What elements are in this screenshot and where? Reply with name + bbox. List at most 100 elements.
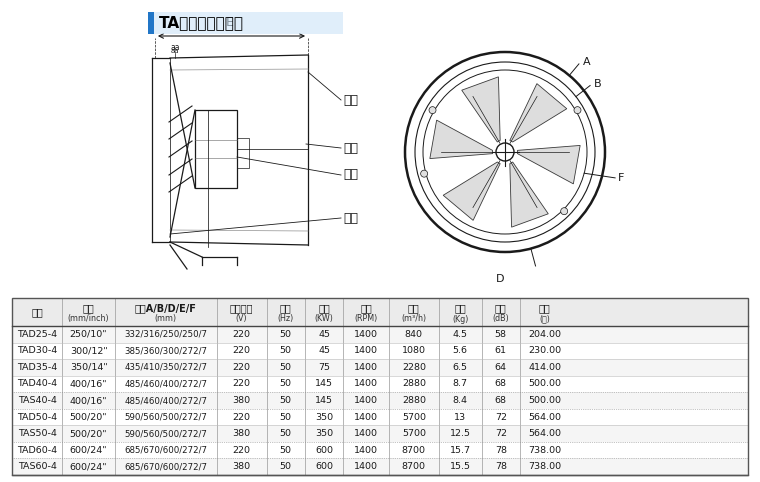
Text: 8.7: 8.7 bbox=[453, 379, 467, 388]
Text: 72: 72 bbox=[495, 429, 507, 438]
Text: 风叶: 风叶 bbox=[343, 142, 358, 155]
Text: (m³/h): (m³/h) bbox=[401, 314, 426, 323]
Bar bbox=[12, 298, 748, 475]
Text: 噪音: 噪音 bbox=[495, 304, 507, 314]
Text: 圆筒: 圆筒 bbox=[343, 94, 358, 107]
Text: 4.5: 4.5 bbox=[453, 330, 467, 339]
Bar bbox=[12, 442, 748, 458]
Polygon shape bbox=[518, 146, 580, 184]
Text: (Hz): (Hz) bbox=[277, 314, 294, 323]
Text: E: E bbox=[226, 16, 234, 29]
Text: 61: 61 bbox=[495, 347, 507, 355]
Text: 204.00: 204.00 bbox=[528, 330, 562, 339]
Text: 590/560/500/272/7: 590/560/500/272/7 bbox=[125, 429, 207, 438]
Text: 风量: 风量 bbox=[408, 304, 420, 314]
Text: 50: 50 bbox=[280, 446, 292, 455]
Text: TAD50-4: TAD50-4 bbox=[17, 413, 57, 422]
Text: 1400: 1400 bbox=[354, 446, 378, 455]
Text: 250/10": 250/10" bbox=[70, 330, 107, 339]
Polygon shape bbox=[443, 162, 500, 220]
Text: 145: 145 bbox=[315, 379, 333, 388]
Text: 规格: 规格 bbox=[83, 304, 94, 314]
Polygon shape bbox=[462, 77, 500, 142]
Text: (RPM): (RPM) bbox=[354, 314, 378, 323]
Text: TAS50-4: TAS50-4 bbox=[17, 429, 56, 438]
Text: 685/670/600/272/7: 685/670/600/272/7 bbox=[125, 462, 207, 471]
Text: aa: aa bbox=[170, 43, 180, 52]
Text: 78: 78 bbox=[495, 462, 507, 471]
Text: 单价: 单价 bbox=[539, 304, 551, 314]
Text: 8700: 8700 bbox=[402, 462, 426, 471]
Text: 1400: 1400 bbox=[354, 396, 378, 405]
Text: TAD30-4: TAD30-4 bbox=[17, 347, 57, 355]
Polygon shape bbox=[510, 84, 567, 142]
Text: B: B bbox=[594, 79, 601, 89]
Text: (V): (V) bbox=[236, 314, 248, 323]
Text: 332/316/250/250/7: 332/316/250/250/7 bbox=[125, 330, 207, 339]
Text: 220: 220 bbox=[233, 330, 251, 339]
Circle shape bbox=[420, 170, 428, 177]
Text: 600/24": 600/24" bbox=[70, 446, 107, 455]
Text: 68: 68 bbox=[495, 379, 507, 388]
Text: 564.00: 564.00 bbox=[528, 429, 562, 438]
Text: 414.00: 414.00 bbox=[528, 363, 562, 372]
Text: 400/16": 400/16" bbox=[70, 379, 107, 388]
Text: 1400: 1400 bbox=[354, 462, 378, 471]
Text: 380: 380 bbox=[233, 396, 251, 405]
Text: (mm): (mm) bbox=[155, 314, 177, 323]
Text: 68: 68 bbox=[495, 396, 507, 405]
Text: 64: 64 bbox=[495, 363, 507, 372]
Bar bbox=[12, 458, 748, 475]
Text: 220: 220 bbox=[233, 347, 251, 355]
Text: TAD40-4: TAD40-4 bbox=[17, 379, 57, 388]
Text: TA系列外形尺寸图: TA系列外形尺寸图 bbox=[159, 15, 244, 30]
Text: D: D bbox=[496, 274, 504, 284]
Text: 13: 13 bbox=[454, 413, 467, 422]
Bar bbox=[12, 343, 748, 359]
Text: 738.00: 738.00 bbox=[528, 462, 562, 471]
Text: 220: 220 bbox=[233, 363, 251, 372]
Text: (KW): (KW) bbox=[315, 314, 334, 323]
Text: 12.5: 12.5 bbox=[450, 429, 470, 438]
Text: 500/20": 500/20" bbox=[70, 429, 107, 438]
Text: 220: 220 bbox=[233, 446, 251, 455]
Text: 频率: 频率 bbox=[280, 304, 292, 314]
Text: 重量: 重量 bbox=[454, 304, 466, 314]
Text: 590/560/500/272/7: 590/560/500/272/7 bbox=[125, 413, 207, 422]
Text: 8700: 8700 bbox=[402, 446, 426, 455]
Text: TAS40-4: TAS40-4 bbox=[17, 396, 56, 405]
Text: 1400: 1400 bbox=[354, 429, 378, 438]
Text: 75: 75 bbox=[318, 363, 330, 372]
Polygon shape bbox=[430, 120, 492, 159]
Text: 145: 145 bbox=[315, 396, 333, 405]
Text: 230.00: 230.00 bbox=[528, 347, 562, 355]
Text: 8.4: 8.4 bbox=[453, 396, 467, 405]
Text: 1400: 1400 bbox=[354, 363, 378, 372]
Text: 840: 840 bbox=[405, 330, 423, 339]
Bar bbox=[195, 110, 237, 188]
Text: 564.00: 564.00 bbox=[528, 413, 562, 422]
Text: 220: 220 bbox=[233, 379, 251, 388]
Text: 2280: 2280 bbox=[402, 363, 426, 372]
Text: 220: 220 bbox=[233, 413, 251, 422]
Text: 1400: 1400 bbox=[354, 330, 378, 339]
Text: 385/360/300/272/7: 385/360/300/272/7 bbox=[125, 347, 207, 355]
Text: 485/460/400/272/7: 485/460/400/272/7 bbox=[125, 396, 207, 405]
Text: 5700: 5700 bbox=[402, 413, 426, 422]
Text: 1400: 1400 bbox=[354, 379, 378, 388]
Text: 500/20": 500/20" bbox=[70, 413, 107, 422]
Text: F: F bbox=[618, 174, 625, 183]
Text: (Kg): (Kg) bbox=[452, 314, 468, 323]
Text: 685/670/600/272/7: 685/670/600/272/7 bbox=[125, 446, 207, 455]
Bar bbox=[12, 375, 748, 392]
Bar bbox=[12, 359, 748, 375]
Text: 5.6: 5.6 bbox=[453, 347, 467, 355]
Text: 500.00: 500.00 bbox=[528, 396, 562, 405]
Text: 350: 350 bbox=[315, 429, 333, 438]
Text: 电机: 电机 bbox=[343, 169, 358, 182]
Bar bbox=[12, 392, 748, 409]
Text: 45: 45 bbox=[318, 347, 330, 355]
Text: 2880: 2880 bbox=[402, 396, 426, 405]
Text: 15.5: 15.5 bbox=[450, 462, 470, 471]
Bar bbox=[148, 12, 154, 34]
